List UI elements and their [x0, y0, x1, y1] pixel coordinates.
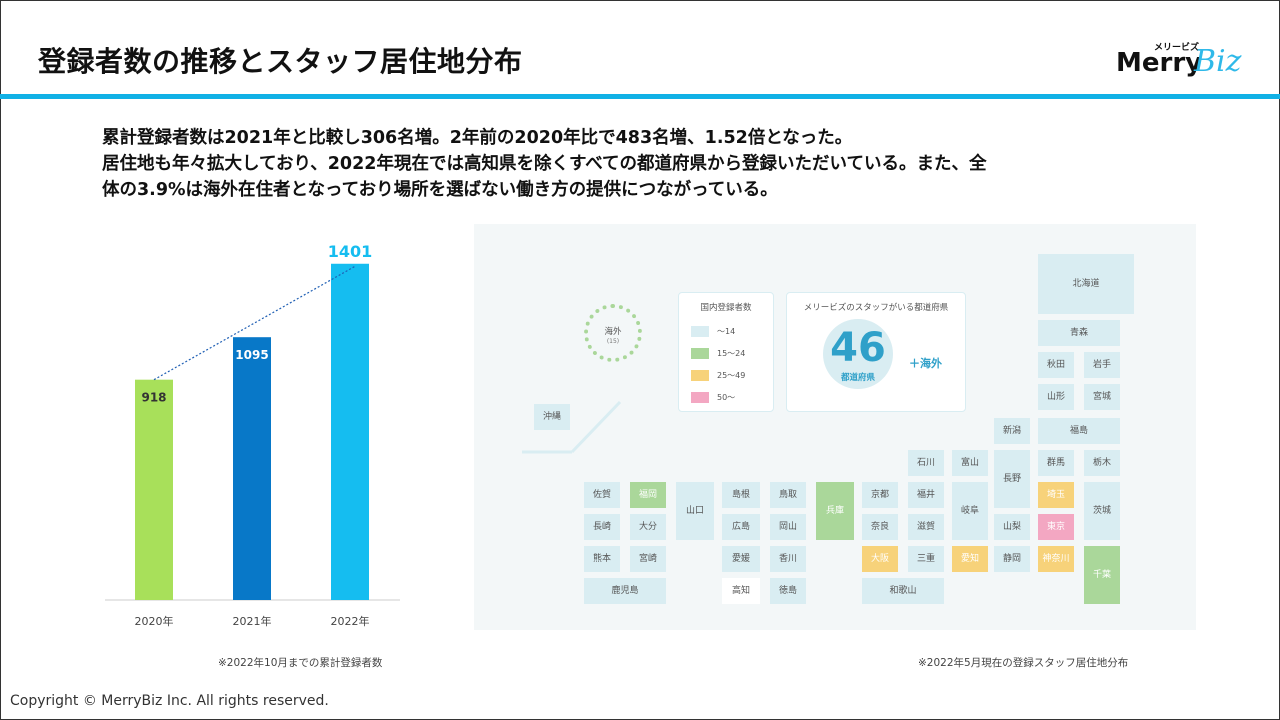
- pref-gifu: 岐阜: [952, 482, 988, 540]
- pref-hokkaido: 北海道: [1038, 254, 1134, 314]
- legend-label: 50〜: [717, 392, 736, 402]
- pref-kumamoto: 熊本: [584, 546, 620, 572]
- pref-tokushima: 徳島: [770, 578, 806, 604]
- pref-oita: 大分: [630, 514, 666, 540]
- pref-okinawa: 沖縄: [534, 404, 570, 430]
- pref-tottori: 鳥取: [770, 482, 806, 508]
- pref-gunma: 群馬: [1038, 450, 1074, 476]
- x-tick-label: 2020年: [135, 614, 174, 628]
- legend-item: 15〜24: [691, 347, 745, 359]
- pref-miyagi: 宮城: [1084, 384, 1120, 410]
- summary-line: 体の3.9%は海外在住者となっており場所を選ばない働き方の提供につながっている。: [102, 180, 778, 200]
- pref-wakayama: 和歌山: [862, 578, 944, 604]
- registration-bar-chart: 918 2020年 1095 2021年 1401 2022年: [105, 242, 400, 628]
- pref-hyogo: 兵庫: [816, 482, 854, 540]
- pref-miyazaki: 宮崎: [630, 546, 666, 572]
- pref-aomori: 青森: [1038, 320, 1120, 346]
- slide-title: 登録者数の推移とスタッフ居住地分布: [38, 45, 523, 78]
- chart-caption: ※2022年10月までの累計登録者数: [218, 657, 383, 669]
- legend-item: 50〜: [691, 391, 735, 403]
- legend-swatch: [691, 347, 709, 359]
- pref-kochi: 高知: [722, 578, 760, 604]
- overseas-count: (15): [606, 338, 620, 345]
- okinawa-divider: [522, 400, 622, 454]
- summary-text: 累計登録者数は2021年と比較し306名増。2年前の2020年比で483名増、1…: [102, 125, 1192, 203]
- prefecture-unit: 都道府県: [840, 373, 875, 383]
- pref-akita: 秋田: [1038, 352, 1074, 378]
- prefecture-count-box: メリービズのスタッフがいる都道府県 46 都道府県 ＋海外: [786, 292, 966, 412]
- pref-yamaguchi: 山口: [676, 482, 714, 540]
- japan-map-panel: 海外 (15) 国内登録者数 〜14 15〜24 25〜49 50〜 メリービズ…: [474, 224, 1196, 630]
- overseas-ring: [584, 304, 642, 362]
- pref-fukui: 福井: [908, 482, 944, 508]
- overseas-label: 海外: [604, 327, 622, 337]
- legend-swatch: [691, 391, 709, 403]
- logo-merry: Merry: [1116, 48, 1203, 78]
- x-tick-label: 2021年: [233, 614, 272, 628]
- pref-osaka: 大阪: [862, 546, 898, 572]
- pref-chiba: 千葉: [1084, 546, 1120, 604]
- legend-swatch: [691, 369, 709, 381]
- bar-value-label: 1095: [235, 348, 268, 362]
- pref-fukushima: 福島: [1038, 418, 1120, 444]
- pref-shizuoka: 静岡: [994, 546, 1030, 572]
- legend-swatch: [691, 325, 709, 337]
- pref-aichi: 愛知: [952, 546, 988, 572]
- map-caption: ※2022年5月現在の登録スタッフ居住地分布: [918, 657, 1129, 669]
- copyright-footer: Copyright © MerryBiz Inc. All rights res…: [10, 693, 329, 709]
- pref-hiroshima: 広島: [722, 514, 760, 540]
- pref-tochigi: 栃木: [1084, 450, 1120, 476]
- pref-saga: 佐賀: [584, 482, 620, 508]
- pref-kagawa: 香川: [770, 546, 806, 572]
- bar-value-label: 1401: [328, 242, 373, 261]
- pref-niigata: 新潟: [994, 418, 1030, 444]
- bar-2020年: [135, 379, 173, 600]
- legend-item: 〜14: [691, 325, 735, 337]
- legend-item: 25〜49: [691, 369, 745, 381]
- bar-2021年: [233, 337, 271, 600]
- summary-line: 居住地も年々拡大しており、2022年現在では高知県を除くすべての都道府県から登録…: [102, 154, 987, 174]
- logo-kana: メリービズ: [1154, 43, 1200, 53]
- pref-ishikawa: 石川: [908, 450, 944, 476]
- title-divider: [0, 94, 1280, 99]
- merrybiz-logo: メリービズ Merry Biz: [1110, 38, 1260, 84]
- legend-label: 15〜24: [717, 348, 746, 358]
- pref-toyama: 富山: [952, 450, 988, 476]
- pref-kagoshima: 鹿児島: [584, 578, 666, 604]
- pref-nara: 奈良: [862, 514, 898, 540]
- bar-2022年: [331, 263, 369, 600]
- summary-line: 累計登録者数は2021年と比較し306名増。2年前の2020年比で483名増、1…: [102, 128, 853, 148]
- pref-ehime: 愛媛: [722, 546, 760, 572]
- pref-fukuoka: 福岡: [630, 482, 666, 508]
- pref-tokyo: 東京: [1038, 514, 1074, 540]
- pref-okayama: 岡山: [770, 514, 806, 540]
- map-legend: 国内登録者数 〜14 15〜24 25〜49 50〜: [678, 292, 774, 412]
- trend-line: [153, 265, 357, 381]
- legend-label: 〜14: [717, 326, 736, 336]
- stat-circle: [823, 319, 893, 389]
- pref-nagano: 長野: [994, 450, 1030, 508]
- plus-overseas: ＋海外: [909, 357, 942, 370]
- legend-label: 25〜49: [717, 370, 746, 380]
- pref-saitama: 埼玉: [1038, 482, 1074, 508]
- pref-yamagata: 山形: [1038, 384, 1074, 410]
- prefecture-count: 46: [830, 325, 886, 371]
- pref-nagasaki: 長崎: [584, 514, 620, 540]
- pref-kyoto: 京都: [862, 482, 898, 508]
- logo-biz: Biz: [1194, 44, 1242, 79]
- pref-shimane: 島根: [722, 482, 760, 508]
- pref-iwate: 岩手: [1084, 352, 1120, 378]
- stat-title: メリービズのスタッフがいる都道府県: [803, 303, 949, 313]
- pref-ibaraki: 茨城: [1084, 482, 1120, 540]
- pref-shiga: 滋賀: [908, 514, 944, 540]
- bar-value-label: 918: [141, 391, 166, 405]
- pref-kanagawa: 神奈川: [1038, 546, 1074, 572]
- pref-mie: 三重: [908, 546, 944, 572]
- legend-title: 国内登録者数: [700, 303, 752, 313]
- x-tick-label: 2022年: [331, 614, 370, 628]
- pref-yamanashi: 山梨: [994, 514, 1030, 540]
